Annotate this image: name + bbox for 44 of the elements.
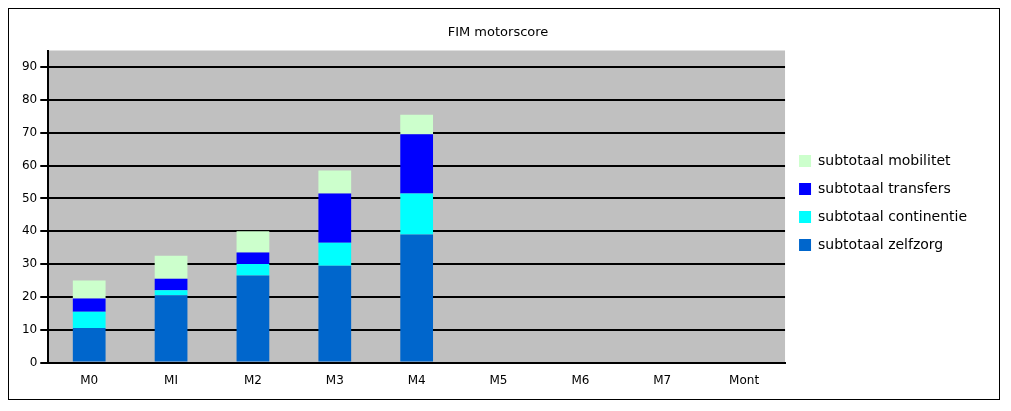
y-tick-label: 70 — [21, 124, 38, 139]
x-tick-label: M6 — [571, 372, 590, 387]
x-tick-label: M7 — [653, 372, 672, 387]
bar — [154, 278, 188, 291]
y-tick-label: 60 — [21, 157, 38, 172]
x-tick-label: MI — [164, 372, 179, 387]
bar — [154, 295, 188, 362]
y-tick-label: 10 — [21, 321, 38, 336]
bar — [154, 290, 188, 296]
y-tick-label: 30 — [21, 256, 38, 271]
bar — [72, 328, 106, 362]
y-tick-label: 90 — [21, 59, 38, 74]
bar — [318, 265, 352, 362]
x-tick-label: M4 — [407, 372, 426, 387]
bar — [318, 242, 352, 266]
x-tick-label: Mont — [729, 372, 760, 387]
bar — [72, 311, 106, 329]
legend-label: subtotaal zelfzorg — [818, 235, 944, 252]
x-tick-label: M3 — [325, 372, 344, 387]
bar — [72, 280, 106, 299]
y-tick-label: 50 — [21, 190, 38, 205]
chart-title: FIM motorscore — [447, 24, 549, 40]
bar — [236, 264, 270, 276]
legend-label: subtotaal mobilitet — [818, 151, 951, 168]
x-tick-label: M2 — [243, 372, 262, 387]
y-tick-label: 20 — [21, 289, 38, 304]
y-tick-label: 40 — [21, 223, 38, 238]
bar — [318, 193, 352, 243]
bar — [236, 275, 270, 362]
y-tick-label: 80 — [21, 91, 38, 106]
legend-label: subtotaal continentie — [818, 207, 968, 224]
bar — [236, 231, 270, 253]
legend-label: subtotaal transfers — [818, 179, 951, 196]
bar — [72, 298, 106, 312]
bar — [400, 134, 434, 194]
x-tick-label: M5 — [489, 372, 508, 387]
bar — [400, 114, 434, 135]
x-tick-label: M0 — [80, 372, 99, 387]
y-tick-label: 0 — [29, 354, 38, 369]
bar — [318, 170, 352, 194]
bar — [154, 255, 188, 279]
bar — [236, 252, 270, 265]
bar — [400, 234, 434, 362]
bar — [400, 193, 434, 235]
